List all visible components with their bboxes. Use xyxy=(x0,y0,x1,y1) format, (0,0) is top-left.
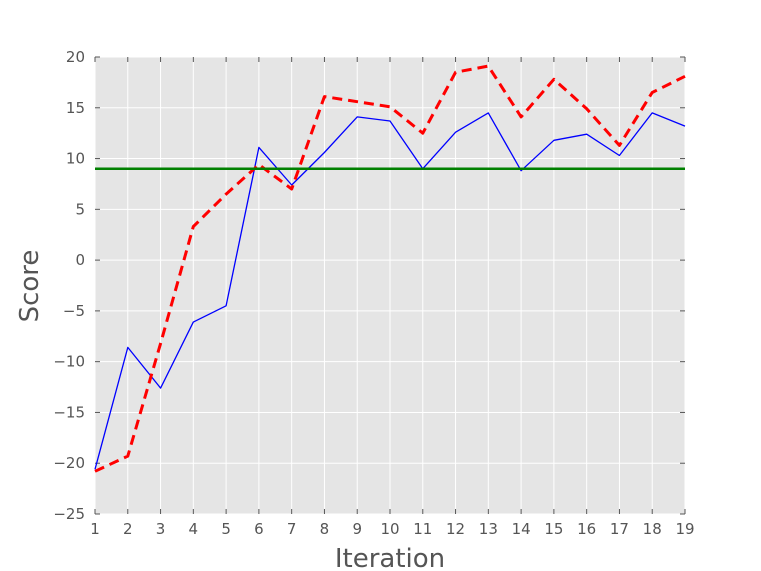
x-tick-label: 3 xyxy=(156,520,166,538)
x-tick-label: 4 xyxy=(189,520,199,538)
y-tick-label: −25 xyxy=(53,505,85,523)
series-line-1 xyxy=(94,112,686,470)
x-tick-label: 15 xyxy=(544,520,563,538)
x-tick-label: 7 xyxy=(287,520,297,538)
y-tick-label: −20 xyxy=(53,454,85,472)
series-lines xyxy=(94,64,686,473)
y-tick-label: 5 xyxy=(75,200,85,218)
x-tick-label: 12 xyxy=(446,520,465,538)
tick-marks xyxy=(94,56,686,515)
x-tick-label: 2 xyxy=(123,520,133,538)
x-tick-label: 10 xyxy=(380,520,399,538)
x-tick-label: 14 xyxy=(512,520,531,538)
x-tick-label: 11 xyxy=(413,520,432,538)
y-tick-labels: −25 −20 −15 −10 −5 0 5 10 15 20 xyxy=(53,48,85,523)
y-tick-label: −10 xyxy=(53,353,85,371)
y-tick-label: 10 xyxy=(66,150,85,168)
x-tick-label: 1 xyxy=(90,520,100,538)
x-tick-label: 13 xyxy=(479,520,498,538)
x-tick-label: 8 xyxy=(320,520,330,538)
y-tick-label: −15 xyxy=(53,403,85,421)
y-tick-label: 0 xyxy=(75,251,85,269)
x-tick-label: 17 xyxy=(610,520,629,538)
y-axis-title: Score xyxy=(15,250,45,323)
x-tick-label: 6 xyxy=(254,520,264,538)
x-tick-label: 9 xyxy=(352,520,362,538)
x-tick-label: 16 xyxy=(577,520,596,538)
x-tick-label: 19 xyxy=(675,520,694,538)
series-line-2 xyxy=(94,64,686,473)
x-tick-labels: 1 2 3 4 5 6 7 8 9 10 11 12 13 14 15 16 17 18 19 xyxy=(90,520,694,538)
x-tick-label: 18 xyxy=(643,520,662,538)
y-tick-label: 15 xyxy=(66,99,85,117)
x-axis-title: Iteration xyxy=(335,544,445,571)
y-tick-label: −5 xyxy=(63,302,85,320)
y-tick-label: 20 xyxy=(66,48,85,66)
x-tick-label: 5 xyxy=(221,520,231,538)
